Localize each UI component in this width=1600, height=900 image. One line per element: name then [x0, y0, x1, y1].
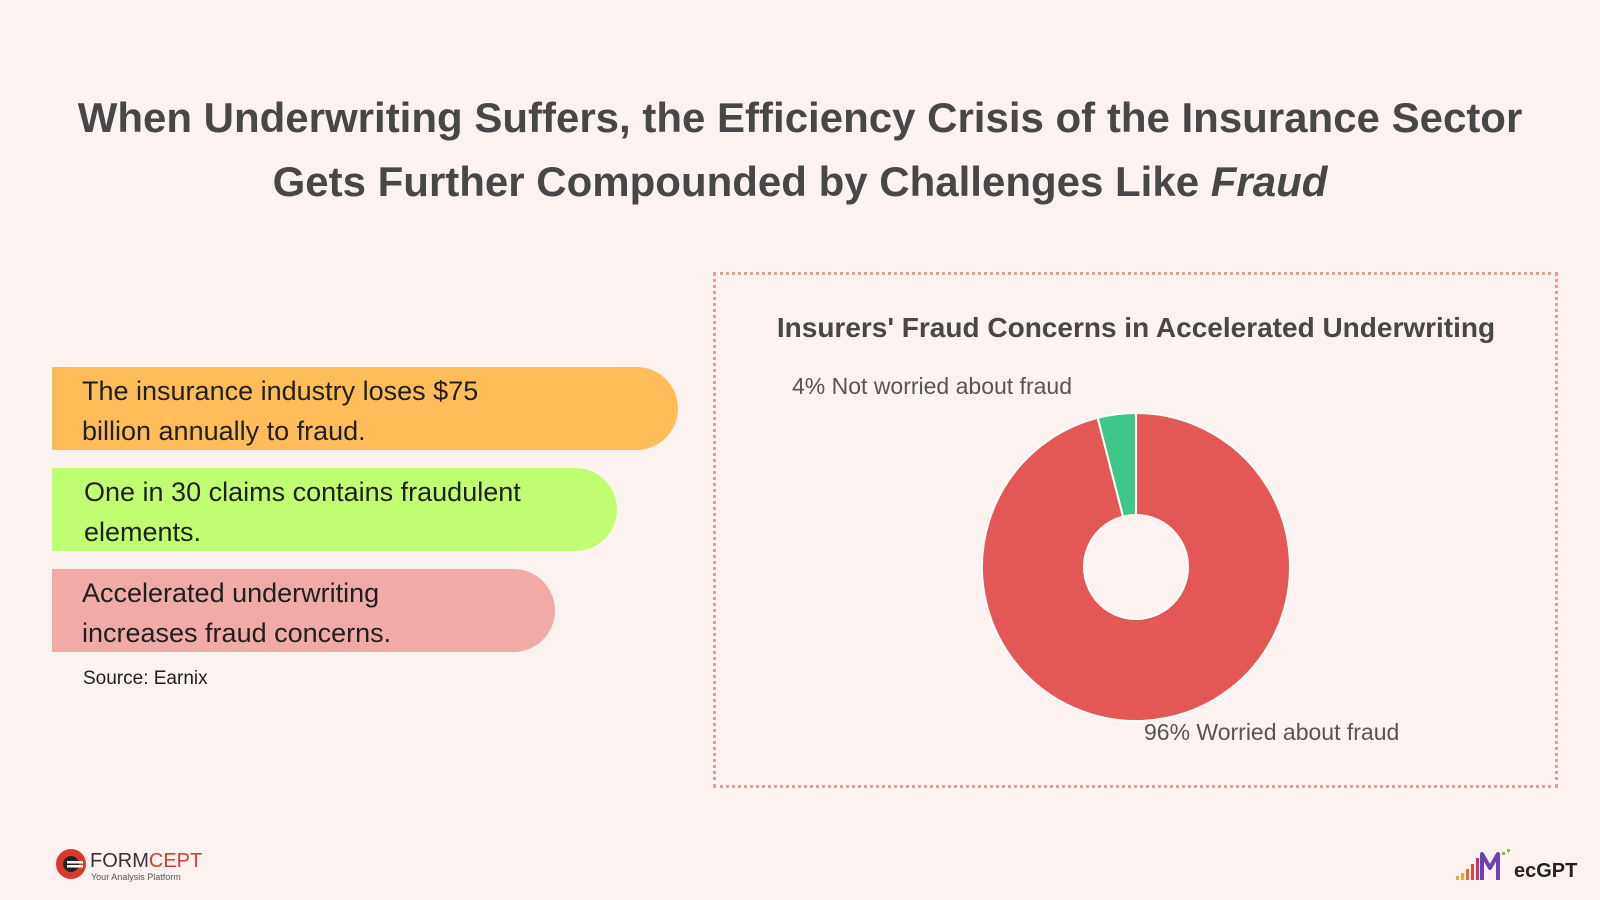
formcept-logo-icon	[56, 849, 86, 879]
fact-pill-claims: One in 30 claims contains fraudulent ele…	[52, 468, 617, 551]
fact-text-line: increases fraud concerns.	[82, 618, 392, 648]
title-line-1: When Underwriting Suffers, the Efficienc…	[77, 94, 1523, 141]
fact-text-line: The insurance industry loses $75	[82, 376, 479, 406]
donut-slice-worried-about-fraud	[981, 411, 1291, 722]
mecgpt-logo: ecGPT	[1456, 846, 1578, 882]
title-line-2: Gets Further Compounded by Challenges Li…	[0, 150, 1600, 214]
formcept-logo: FORMCEPT Your Analysis Platform	[55, 848, 202, 885]
donut-chart: Insurers' Fraud Concerns in Accelerated …	[777, 312, 1495, 745]
fact-pill-loss: The insurance industry loses $75 billion…	[52, 367, 678, 450]
fact-text-line: One in 30 claims contains fraudulent	[84, 477, 521, 507]
fact-text-line: billion annually to fraud.	[82, 416, 366, 446]
title-line-2-prefix: Gets Further Compounded by Challenges Li…	[272, 158, 1211, 205]
chart-title: Insurers' Fraud Concerns in Accelerated …	[777, 312, 1495, 343]
formcept-wordmark: FORMCEPT	[90, 850, 202, 873]
formcept-wordmark-a: FORM	[90, 850, 149, 872]
fact-pill-underwriting: Accelerated underwriting increases fraud…	[52, 569, 555, 652]
mecgpt-wordmark: ecGPT	[1514, 860, 1578, 882]
chart-panel: Insurers' Fraud Concerns in Accelerated …	[713, 272, 1558, 788]
formcept-wordmark-b: CEPT	[148, 850, 203, 872]
page-title: When Underwriting Suffers, the Efficienc…	[0, 86, 1600, 214]
source-note: Source: Earnix	[83, 668, 208, 689]
fact-text-line: Accelerated underwriting	[82, 578, 380, 608]
mecgpt-logo-icon	[1456, 849, 1510, 880]
fact-text-line: elements.	[84, 517, 202, 547]
formcept-tagline: Your Analysis Platform	[91, 872, 181, 882]
slice-label-worried: 96% Worried about fraud	[1144, 719, 1399, 745]
title-emphasis: Fraud	[1210, 158, 1328, 205]
donut-slice-not-worried-about-fraud	[1096, 411, 1137, 518]
slice-label-not-worried: 4% Not worried about fraud	[792, 373, 1072, 399]
